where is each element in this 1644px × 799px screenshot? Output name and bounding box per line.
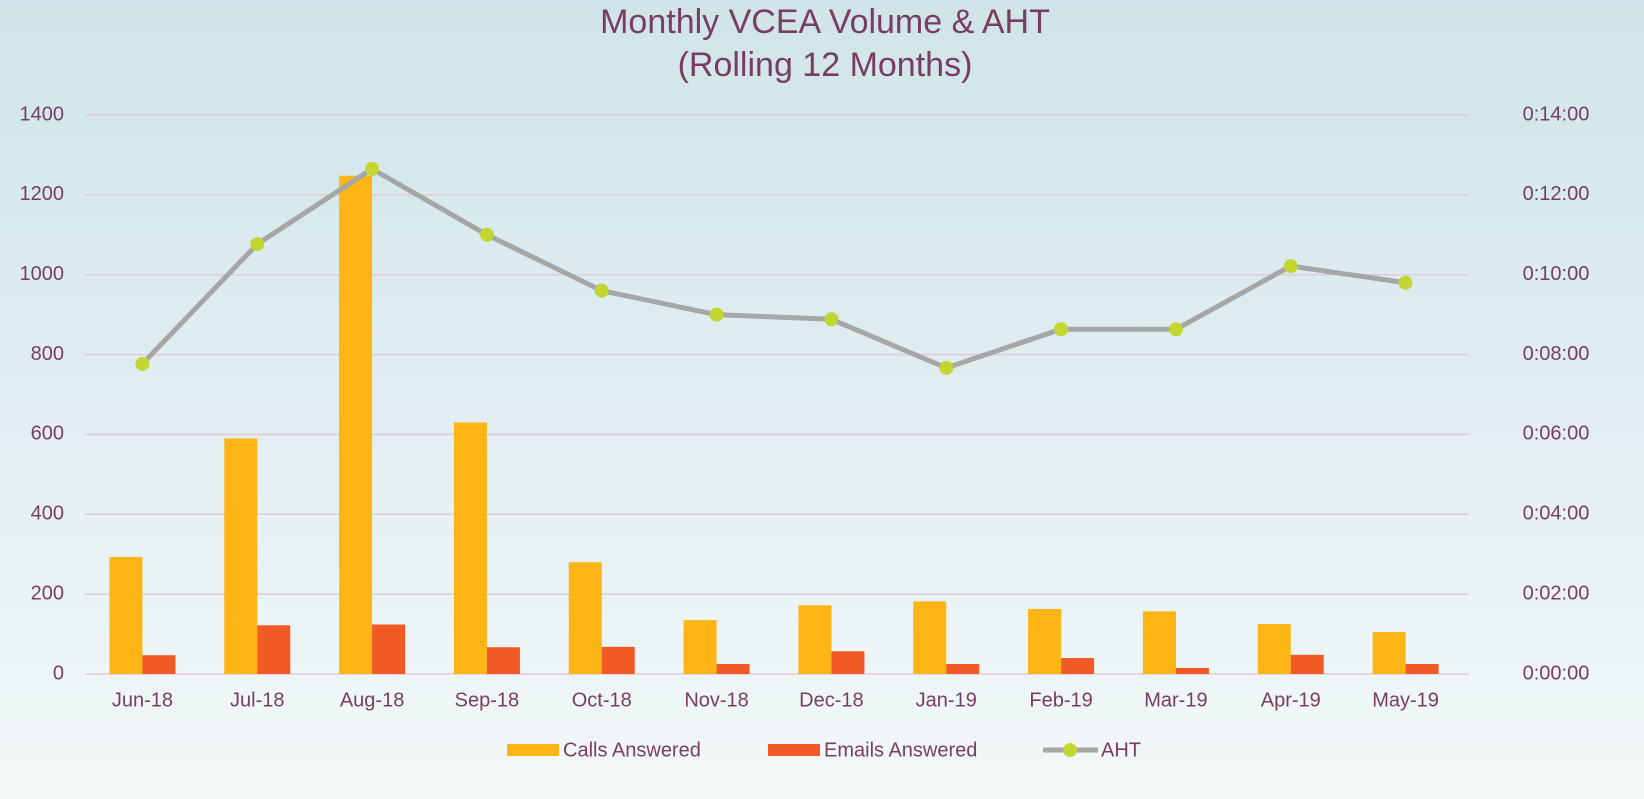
- bar: [946, 664, 980, 674]
- bar: [142, 655, 176, 674]
- y2-tick-label: 0:08:00: [1523, 343, 1590, 365]
- bar: [913, 601, 947, 674]
- line-marker: [365, 161, 380, 176]
- x-tick-label: Jan-19: [916, 689, 977, 711]
- bar: [601, 646, 635, 674]
- legend-swatch: [507, 744, 559, 756]
- bar: [1257, 624, 1291, 674]
- legend-swatch: [768, 744, 820, 756]
- legend-label: AHT: [1101, 739, 1141, 761]
- y-tick-label: 200: [31, 582, 64, 604]
- x-tick-label: Sep-18: [455, 689, 520, 711]
- bar: [1142, 611, 1176, 674]
- y2-tick-label: 0:14:00: [1523, 103, 1590, 125]
- y2-tick-label: 0:04:00: [1523, 503, 1590, 525]
- bar: [109, 557, 143, 674]
- y-tick-label: 800: [31, 343, 64, 365]
- line: [140, 166, 1406, 371]
- bar: [257, 625, 291, 674]
- x-tick-label: Jul-18: [230, 689, 284, 711]
- line-marker: [709, 307, 724, 322]
- y-tick-label: 1000: [20, 263, 65, 285]
- x-tick-label: Dec-18: [799, 689, 863, 711]
- x-tick-label: Mar-19: [1144, 689, 1207, 711]
- line-marker: [135, 356, 150, 371]
- line-marker: [1168, 322, 1183, 337]
- bar: [1372, 632, 1406, 674]
- bar: [372, 624, 406, 674]
- bar: [453, 422, 487, 674]
- bar: [339, 175, 373, 675]
- y-tick-label: 400: [31, 503, 64, 525]
- y2-tick-label: 0:02:00: [1523, 582, 1590, 604]
- x-tick-label: Apr-19: [1261, 689, 1321, 711]
- line-marker: [1283, 259, 1298, 274]
- bar: [716, 664, 750, 674]
- bar: [1290, 654, 1324, 674]
- bar: [224, 438, 258, 674]
- y-tick-label: 1200: [20, 183, 65, 205]
- bar: [1175, 668, 1209, 674]
- y2-tick-label: 0:12:00: [1523, 183, 1590, 205]
- bar: [683, 620, 717, 674]
- line-marker: [1398, 275, 1413, 290]
- line-marker: [594, 283, 609, 298]
- y-tick-label: 0: [53, 662, 64, 684]
- y2-tick-label: 0:10:00: [1523, 263, 1590, 285]
- bar: [486, 647, 520, 674]
- line-marker: [479, 227, 494, 242]
- line-marker: [939, 360, 954, 375]
- bar: [798, 605, 832, 674]
- legend-label: Calls Answered: [563, 739, 701, 761]
- bar: [1405, 664, 1439, 674]
- bar: [1061, 658, 1095, 674]
- x-tick-label: May-19: [1372, 689, 1439, 711]
- bar: [568, 562, 602, 674]
- y-tick-label: 600: [31, 423, 64, 445]
- bar: [831, 651, 865, 674]
- y2-tick-label: 0:06:00: [1523, 423, 1590, 445]
- bar: [1028, 608, 1062, 674]
- y2-tick-label: 0:00:00: [1523, 662, 1590, 684]
- x-tick-label: Aug-18: [340, 689, 405, 711]
- line-marker: [824, 312, 839, 327]
- y-tick-label: 1400: [20, 103, 65, 125]
- chart-title: Monthly VCEA Volume & AHT: [600, 3, 1050, 41]
- x-tick-label: Jun-18: [112, 689, 173, 711]
- chart-subtitle: (Rolling 12 Months): [678, 46, 973, 84]
- line-marker: [250, 237, 265, 252]
- legend-label: Emails Answered: [824, 739, 977, 761]
- x-tick-label: Nov-18: [684, 689, 748, 711]
- line-marker: [1054, 322, 1069, 337]
- legend-marker: [1063, 743, 1077, 757]
- x-tick-label: Oct-18: [572, 689, 632, 711]
- x-tick-label: Feb-19: [1029, 689, 1092, 711]
